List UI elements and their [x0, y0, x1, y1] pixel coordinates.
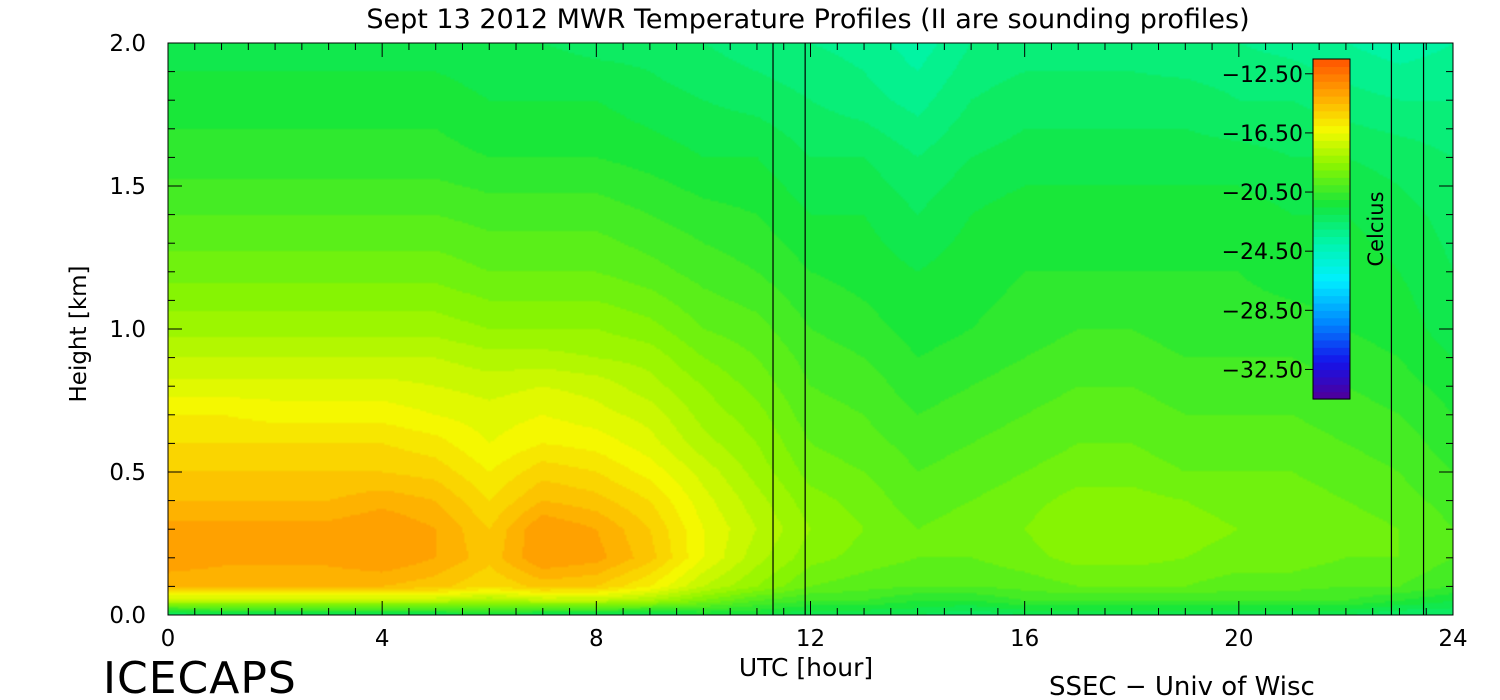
colorbar-step: [1313, 251, 1350, 260]
colorbar-step: [1313, 280, 1350, 289]
colorbar-tick-label: −20.50: [1222, 181, 1303, 206]
colorbar-step: [1313, 169, 1350, 178]
colorbar-step: [1313, 369, 1350, 378]
y-tick-label: 0.0: [109, 603, 146, 629]
y-axis: 0.0 0.5 1.0 1.5 2.0: [109, 31, 1453, 629]
colorbar: −12.50 −16.50 −20.50 −24.50 −28.50 −32.50 Cel…: [1222, 58, 1388, 400]
colorbar-step: [1313, 88, 1350, 97]
colorbar-step: [1313, 199, 1350, 208]
colorbar-step: [1313, 317, 1350, 326]
colorbar-step: [1313, 273, 1350, 282]
colorbar-step: [1313, 59, 1350, 67]
colorbar-tick-label: −12.50: [1222, 63, 1303, 88]
x-tick-label: 4: [375, 626, 390, 652]
colorbar-step: [1313, 73, 1350, 82]
colorbar-step: [1313, 325, 1350, 334]
colorbar-step: [1313, 118, 1350, 127]
colorbar-step: [1313, 132, 1350, 141]
colorbar-step: [1313, 347, 1350, 356]
colorbar-step: [1313, 125, 1350, 134]
colorbar-step: [1313, 310, 1350, 319]
icecaps-logo-text: ICECAPS: [103, 653, 297, 700]
y-axis-label: Height [km]: [66, 265, 92, 402]
colorbar-step: [1313, 214, 1350, 223]
colorbar-step: [1313, 391, 1350, 400]
colorbar-step: [1313, 302, 1350, 311]
colorbar-step: [1313, 192, 1350, 201]
colorbar-frame: [1312, 58, 1351, 400]
colorbar-step: [1313, 362, 1350, 371]
colorbar-step: [1313, 295, 1350, 304]
colorbar-tick-label: −28.50: [1222, 299, 1303, 324]
x-tick-label: 16: [1010, 626, 1039, 652]
x-tick-label: 12: [796, 626, 825, 652]
colorbar-step: [1313, 103, 1350, 112]
colorbar-step: [1313, 140, 1350, 149]
colorbar-step: [1313, 243, 1350, 252]
x-axis: 0 4 8 12 16 20 24: [161, 43, 1468, 652]
y-tick-label: 1.0: [109, 317, 146, 343]
credit-text: SSEC − Univ of Wisc: [1049, 672, 1315, 700]
colorbar-step: [1313, 66, 1350, 75]
chart-title: Sept 13 2012 MWR Temperature Profiles (I…: [366, 4, 1249, 35]
colorbar-step: [1313, 177, 1350, 186]
colorbar-step: [1313, 155, 1350, 164]
colorbar-step: [1313, 81, 1350, 90]
colorbar-scale: [1313, 59, 1350, 400]
y-tick-label: 0.5: [109, 460, 146, 486]
colorbar-tick-label: −24.50: [1222, 240, 1303, 265]
colorbar-step: [1313, 265, 1350, 274]
x-tick-label: 24: [1438, 626, 1467, 652]
x-tick-label: 20: [1224, 626, 1253, 652]
y-tick-label: 2.0: [109, 31, 146, 57]
colorbar-step: [1313, 206, 1350, 215]
colorbar-step: [1313, 229, 1350, 237]
colorbar-step: [1313, 221, 1350, 230]
heatmap-field: [168, 43, 1453, 615]
heatmap-plot: 0 4 8 12 16 20 24 0.0 0.5 1.0 1.5 2.0: [109, 31, 1467, 652]
colorbar-step: [1313, 184, 1350, 193]
colorbar-step: [1313, 376, 1350, 385]
colorbar-step: [1313, 384, 1350, 393]
x-axis-label: UTC [hour]: [739, 653, 873, 682]
colorbar-step: [1313, 332, 1350, 341]
colorbar-step: [1313, 258, 1350, 267]
colorbar-ticks: −12.50 −16.50 −20.50 −24.50 −28.50 −32.50: [1222, 63, 1313, 383]
y-tick-label: 1.5: [109, 174, 146, 200]
colorbar-step: [1313, 339, 1350, 348]
colorbar-step: [1313, 95, 1350, 104]
colorbar-step: [1313, 162, 1350, 171]
x-tick-label: 0: [161, 626, 176, 652]
colorbar-step: [1313, 288, 1350, 297]
colorbar-step: [1313, 147, 1350, 156]
colorbar-tick-label: −16.50: [1222, 122, 1303, 147]
colorbar-label: Celcius: [1364, 191, 1388, 266]
colorbar-tick-label: −32.50: [1222, 358, 1303, 383]
colorbar-step: [1313, 110, 1350, 119]
sounding-markers: [772, 43, 1425, 615]
x-tick-label: 8: [589, 626, 604, 652]
colorbar-step: [1313, 354, 1350, 363]
colorbar-step: [1313, 236, 1350, 245]
